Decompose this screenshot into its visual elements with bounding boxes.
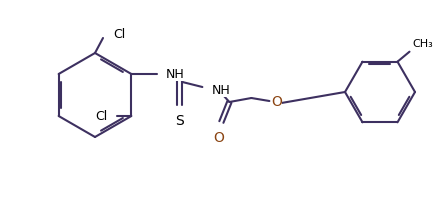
Text: O: O <box>271 95 282 109</box>
Text: NH: NH <box>165 68 184 80</box>
Text: Cl: Cl <box>113 27 125 40</box>
Text: Cl: Cl <box>95 110 107 122</box>
Text: S: S <box>175 114 184 128</box>
Text: CH₃: CH₃ <box>412 39 433 49</box>
Text: NH: NH <box>211 84 230 97</box>
Text: O: O <box>213 131 224 145</box>
